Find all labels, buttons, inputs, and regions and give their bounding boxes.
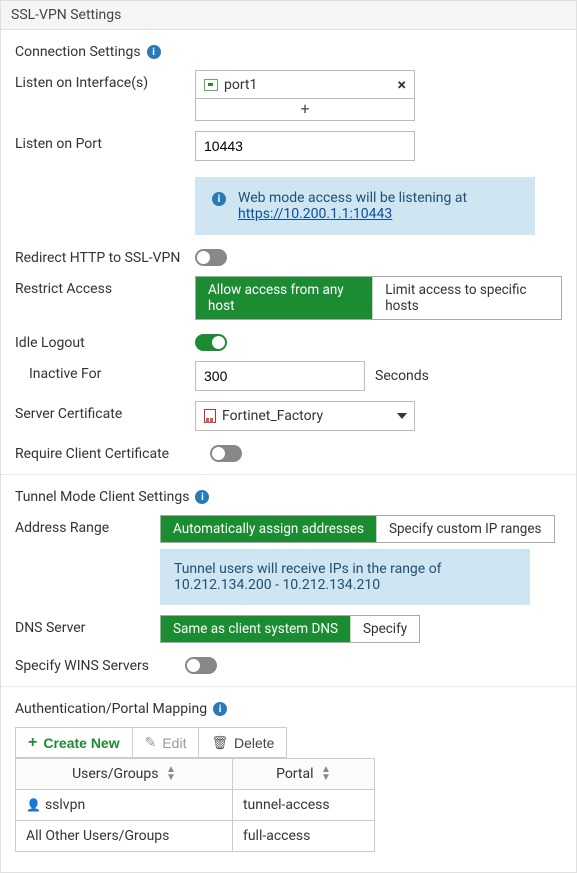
user-icon — [26, 797, 45, 813]
require-client-cert-toggle[interactable] — [210, 445, 242, 462]
users-groups-cell: sslvpn — [16, 790, 233, 821]
delete-label: Delete — [234, 735, 274, 751]
listen-interfaces-label: Listen on Interface(s) — [15, 70, 185, 91]
connection-settings-section: Connection Settings i Listen on Interfac… — [1, 30, 576, 475]
table-row[interactable]: All Other Users/Groupsfull-access — [16, 821, 375, 852]
listen-port-label: Listen on Port — [15, 131, 185, 152]
sort-icon: ▲▼ — [166, 766, 176, 782]
web-mode-url-link[interactable]: https://10.200.1.1:10443 — [238, 206, 392, 222]
restrict-access-segmented: Allow access from any host Limit access … — [195, 276, 562, 320]
idle-logout-label: Idle Logout — [15, 330, 185, 351]
server-cert-value: Fortinet_Factory — [222, 408, 323, 424]
mapping-table: Users/Groups ▲▼ Portal ▲▼ sslvpntunnel-a… — [15, 758, 375, 852]
listen-port-input[interactable] — [195, 131, 415, 161]
restrict-access-label: Restrict Access — [15, 276, 185, 297]
remove-interface-icon[interactable]: × — [398, 75, 407, 94]
delete-button[interactable]: Delete — [199, 728, 286, 757]
portal-cell: full-access — [232, 821, 374, 852]
portal-cell: tunnel-access — [232, 790, 374, 821]
tunnel-settings-title: Tunnel Mode Client Settings — [15, 489, 189, 505]
require-client-cert-label: Require Client Certificate — [15, 441, 200, 462]
listen-interfaces-input[interactable]: port1 × — [195, 70, 415, 99]
address-range-info: Tunnel users will receive IPs in the ran… — [160, 549, 530, 605]
auth-mapping-title: Authentication/Portal Mapping — [15, 701, 207, 717]
restrict-allow-any-option[interactable]: Allow access from any host — [196, 277, 372, 319]
add-interface-button[interactable]: + — [195, 99, 415, 121]
web-mode-msg: Web mode access will be listening at — [238, 190, 467, 206]
web-mode-info: i Web mode access will be listening at h… — [195, 177, 535, 235]
dns-server-label: DNS Server — [15, 615, 150, 636]
certificate-icon — [204, 409, 216, 423]
plus-icon: + — [28, 736, 37, 750]
server-cert-label: Server Certificate — [15, 401, 185, 422]
address-range-label: Address Range — [15, 515, 150, 536]
page-title: SSL-VPN Settings — [1, 1, 576, 30]
redirect-http-label: Redirect HTTP to SSL-VPN — [15, 245, 185, 266]
address-range-custom-option[interactable]: Specify custom IP ranges — [376, 516, 554, 542]
table-row[interactable]: sslvpntunnel-access — [16, 790, 375, 821]
trash-icon — [211, 734, 228, 751]
wins-label: Specify WINS Servers — [15, 653, 175, 674]
col-portal-label: Portal — [276, 766, 313, 782]
address-range-auto-option[interactable]: Automatically assign addresses — [161, 516, 376, 542]
dns-specify-option[interactable]: Specify — [350, 616, 419, 642]
col-users-groups-label: Users/Groups — [72, 766, 158, 782]
inactive-unit: Seconds — [375, 368, 429, 384]
inactive-for-label: Inactive For — [15, 361, 185, 382]
info-icon[interactable]: i — [213, 702, 227, 716]
users-groups-cell: All Other Users/Groups — [16, 821, 233, 852]
info-icon[interactable]: i — [147, 45, 161, 59]
server-cert-select[interactable]: Fortinet_Factory — [195, 401, 415, 431]
dns-server-segmented: Same as client system DNS Specify — [160, 615, 420, 643]
idle-logout-toggle[interactable] — [195, 334, 227, 351]
interface-value: port1 — [224, 77, 257, 93]
dns-same-option[interactable]: Same as client system DNS — [161, 616, 350, 642]
address-range-segmented: Automatically assign addresses Specify c… — [160, 515, 555, 543]
sort-icon: ▲▼ — [321, 766, 331, 782]
edit-button[interactable]: Edit — [133, 728, 200, 757]
create-new-label: Create New — [43, 735, 119, 751]
tunnel-settings-section: Tunnel Mode Client Settings i Address Ra… — [1, 475, 576, 687]
wins-toggle[interactable] — [185, 657, 217, 674]
info-icon: i — [212, 192, 226, 206]
info-icon[interactable]: i — [195, 490, 209, 504]
mapping-toolbar: + Create New Edit Delete — [15, 727, 287, 758]
chevron-down-icon — [397, 413, 407, 419]
auth-mapping-section: Authentication/Portal Mapping i + Create… — [1, 687, 576, 872]
col-portal[interactable]: Portal ▲▼ — [232, 759, 374, 790]
col-users-groups[interactable]: Users/Groups ▲▼ — [16, 759, 233, 790]
connection-settings-title: Connection Settings — [15, 44, 141, 60]
port-icon — [204, 79, 218, 91]
redirect-http-toggle[interactable] — [195, 249, 227, 266]
pencil-icon — [145, 734, 157, 751]
restrict-specific-option[interactable]: Limit access to specific hosts — [372, 277, 561, 319]
create-new-button[interactable]: + Create New — [16, 728, 133, 757]
edit-label: Edit — [162, 735, 186, 751]
inactive-for-input[interactable] — [195, 361, 365, 391]
